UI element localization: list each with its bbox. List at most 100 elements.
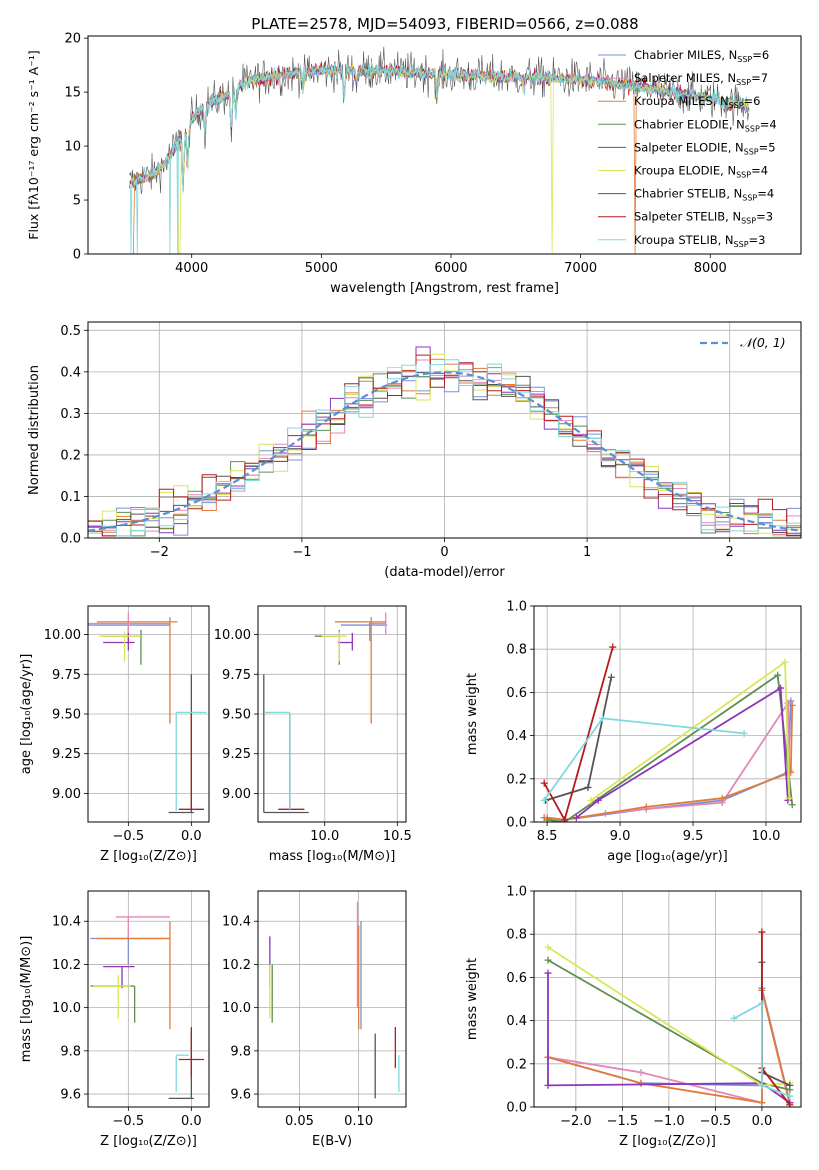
series-marker	[540, 796, 548, 804]
y-axis-label: mass weight	[465, 958, 480, 1040]
spectrum-line	[131, 64, 750, 254]
plot-area	[129, 46, 750, 254]
series-line	[547, 973, 791, 1104]
x-axis-label: mass [log₁₀(M/M⊙)]	[269, 849, 396, 864]
plot-area	[88, 612, 207, 814]
x-tick-label: 5000	[305, 261, 338, 276]
histogram-step	[88, 371, 801, 537]
y-tick-label: 10.0	[52, 1001, 81, 1016]
y-tick-label: 0.4	[506, 729, 527, 744]
x-tick-label: 0.10	[344, 1114, 373, 1129]
spectrum-line	[129, 61, 749, 254]
series-marker	[774, 671, 782, 679]
y-tick-label: 10.00	[214, 628, 251, 643]
legend-label: Kroupa ELODIE, NSSP=4	[634, 164, 768, 180]
y-tick-label: 1.0	[506, 600, 527, 615]
x-tick-label: 4000	[175, 261, 208, 276]
x-tick-label: −0.5	[113, 829, 145, 844]
y-tick-label: 0	[73, 248, 81, 263]
axes-frame	[87, 321, 802, 539]
series-marker	[786, 1092, 794, 1100]
series-marker	[786, 1081, 794, 1089]
series-marker	[544, 943, 552, 951]
legend-label: Chabrier ELODIE, NSSP=4	[634, 117, 777, 133]
series-marker	[587, 796, 595, 804]
y-tick-label: 0.8	[506, 928, 527, 943]
x-tick-label: 0.0	[752, 1114, 773, 1129]
series-marker	[730, 1014, 738, 1022]
y-tick-label: 9.50	[222, 708, 251, 723]
plot-area	[544, 928, 794, 1107]
series-marker	[781, 658, 789, 666]
axes-frame	[533, 605, 802, 823]
series-marker	[543, 816, 551, 822]
y-tick-label: 9.00	[222, 787, 251, 802]
series-line	[733, 1001, 791, 1098]
series-marker	[584, 783, 592, 791]
plot-area	[90, 916, 204, 1100]
axes-frame	[87, 35, 802, 255]
series-marker	[740, 729, 748, 737]
x-tick-label: −2	[150, 545, 169, 560]
axes-frame	[257, 890, 407, 1108]
plot-area	[540, 643, 796, 822]
x-tick-label: −2.0	[560, 1114, 592, 1129]
histogram-step	[88, 359, 801, 537]
series-marker	[637, 1079, 645, 1087]
y-tick-label: 10.2	[222, 958, 251, 973]
y-tick-label: 10.2	[52, 958, 81, 973]
x-tick-label: −1	[292, 545, 311, 560]
y-tick-label: 9.25	[222, 747, 251, 762]
x-tick-label: −0.5	[700, 1114, 732, 1129]
legend-label: Salpeter STELIB, NSSP=3	[634, 210, 773, 226]
x-tick-label: 10.0	[752, 829, 781, 844]
series-line	[546, 700, 791, 821]
axes-frame	[87, 605, 210, 823]
x-tick-label: −1.0	[653, 1114, 685, 1129]
x-tick-label: −0.5	[113, 1114, 145, 1129]
y-tick-label: 9.75	[52, 668, 81, 683]
y-axis-label: Normed distribution	[27, 365, 42, 495]
series-marker	[718, 794, 726, 802]
y-tick-label: 15	[64, 86, 81, 101]
x-axis-label: Z [log₁₀(Z/Z⊙)]	[100, 849, 197, 864]
chart-panel-5: 8.5 9.0 9.5 10.0 0.0 0.2 0.4 0.6 0.8 1.0 age [log₁…	[465, 600, 802, 864]
chart-panel-4: 10.0 10.5 9.00 9.25 9.50 9.75 10.00 mass [log₁₀…	[214, 605, 412, 864]
x-axis-label: Z [log₁₀(Z/Z⊙)]	[100, 1134, 197, 1149]
plot-area	[88, 346, 801, 537]
y-tick-label: 1.0	[506, 885, 527, 900]
series-line	[546, 700, 792, 821]
series-line	[546, 673, 794, 822]
x-tick-label: 9.0	[610, 829, 631, 844]
series-marker	[544, 1081, 552, 1089]
y-tick-label: 9.75	[222, 668, 251, 683]
x-tick-label: 10.5	[383, 829, 412, 844]
axes-frame	[257, 605, 407, 823]
y-axis-label: mass weight	[465, 673, 480, 755]
series-marker	[607, 673, 615, 681]
chart-panel-3: −0.5 0.0 9.00 9.25 9.50 9.75 10.00 Z [log₁₀(Z/Z…	[19, 605, 210, 864]
series-marker	[544, 956, 552, 964]
y-tick-label: 9.25	[52, 747, 81, 762]
x-tick-label: 1	[583, 545, 591, 560]
x-tick-label: 0	[440, 545, 448, 560]
x-tick-label: 8.5	[537, 829, 558, 844]
x-axis-label: (data-model)/error	[384, 565, 505, 580]
y-tick-label: 9.8	[230, 1044, 251, 1059]
legend-label: Kroupa STELIB, NSSP=3	[634, 233, 765, 249]
y-tick-label: 5	[73, 194, 81, 209]
spectrum-line	[129, 46, 749, 195]
y-tick-label: 9.6	[230, 1088, 251, 1103]
y-tick-label: 20	[64, 32, 81, 47]
normal-curve	[88, 371, 801, 532]
x-tick-label: 9.5	[683, 829, 704, 844]
y-tick-label: 0.1	[60, 490, 81, 505]
series-marker	[758, 1099, 766, 1107]
y-tick-label: 9.6	[60, 1088, 81, 1103]
series-marker	[609, 643, 617, 651]
legend-label: 𝒩(0, 1)	[740, 335, 786, 350]
series-line	[590, 660, 791, 802]
x-tick-label: −1.5	[607, 1114, 639, 1129]
y-tick-label: 0.8	[506, 643, 527, 658]
